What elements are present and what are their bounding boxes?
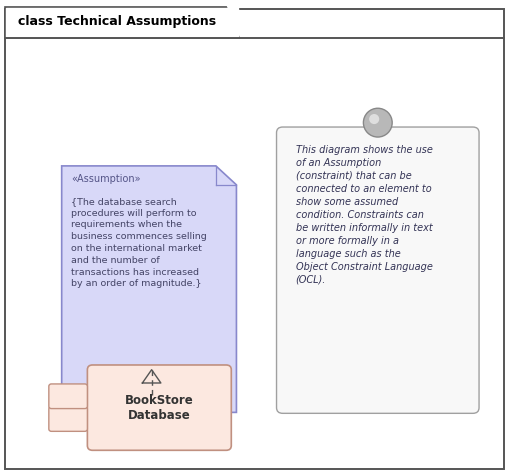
Polygon shape [62,166,236,412]
Text: class Technical Assumptions: class Technical Assumptions [18,15,216,28]
Ellipse shape [369,114,379,124]
FancyBboxPatch shape [49,407,87,431]
Text: This diagram shows the use
of an Assumption
(constraint) that can be
connected t: This diagram shows the use of an Assumpt… [296,145,432,285]
Text: {The database search
procedures will perform to
requirements when the
business c: {The database search procedures will per… [71,197,207,288]
Text: BookStore
Database: BookStore Database [125,393,194,422]
FancyBboxPatch shape [277,127,479,413]
FancyBboxPatch shape [87,365,231,450]
Polygon shape [5,7,239,38]
Ellipse shape [363,108,392,137]
FancyBboxPatch shape [49,384,87,409]
Text: «Assumption»: «Assumption» [71,174,140,184]
